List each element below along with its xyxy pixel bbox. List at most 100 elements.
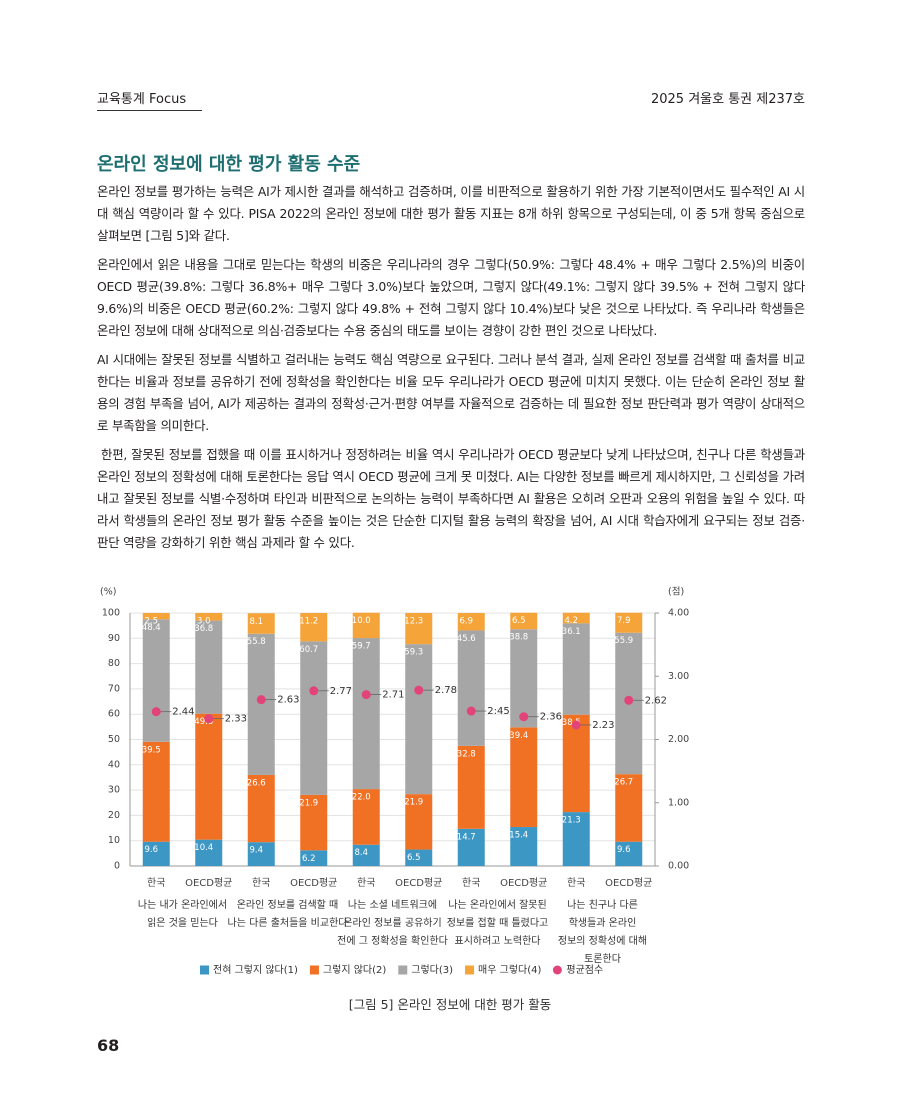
bar-segment bbox=[615, 612, 643, 633]
score-label: 2.77 bbox=[330, 686, 352, 697]
x-tick-label: 한국 bbox=[462, 877, 480, 889]
segment-label: 38.5 bbox=[562, 718, 581, 728]
chart: (%) (점) 0 10 20 30 40 50 60 70 80 90 100 0.00 1.00 2.00… bbox=[100, 586, 689, 977]
score-dot bbox=[466, 706, 476, 716]
segment-label: 6.5 bbox=[407, 853, 421, 863]
segment-label: 14.7 bbox=[457, 832, 476, 842]
segment-label: 15.4 bbox=[509, 831, 528, 841]
group-label: 온라인 정보를 검색할 때 bbox=[237, 899, 339, 911]
paragraph: 온라인 정보를 평가하는 능력은 AI가 제시한 결과를 해석하고 검증하며, … bbox=[97, 184, 805, 243]
paragraph: AI 시대에는 잘못된 정보를 식별하고 걸러내는 능력도 핵심 역량으로 요구… bbox=[97, 352, 805, 433]
legend-swatch bbox=[200, 965, 209, 975]
y-tick-label: 50 bbox=[108, 734, 120, 745]
segment-label: 21.9 bbox=[404, 798, 423, 808]
group-label: 온라인 정보를 공유하기 bbox=[343, 916, 441, 929]
segment-label: 8.1 bbox=[249, 617, 263, 627]
x-tick-label: OECD평균 bbox=[290, 877, 337, 889]
segment-label: 9.6 bbox=[617, 845, 631, 855]
segment-label: 48.4 bbox=[142, 623, 161, 633]
y-tick-label: 80 bbox=[108, 658, 120, 669]
score-label: 2.36 bbox=[540, 712, 562, 723]
segment-label: 39.4 bbox=[509, 731, 528, 741]
y2-tick-label: 0.00 bbox=[668, 861, 689, 872]
score-label: 2:45 bbox=[487, 706, 509, 717]
section-title: 온라인 정보에 대한 평가 활동 수준 bbox=[97, 154, 361, 175]
segment-label: 38.8 bbox=[509, 633, 528, 643]
y-tick-label: 20 bbox=[108, 810, 120, 821]
group-label: 나는 내가 온라인에서 bbox=[138, 899, 227, 911]
legend-label: 전혀 그렇지 않다(1) bbox=[213, 963, 298, 976]
y-tick-label: 0 bbox=[114, 861, 120, 872]
score-dot bbox=[571, 720, 581, 730]
bar-segment bbox=[352, 612, 380, 639]
bar-segment bbox=[562, 812, 590, 866]
bar-segment bbox=[195, 839, 223, 866]
legend-swatch bbox=[552, 965, 562, 975]
group-label: 전에 그 정확성을 확인한다 bbox=[337, 935, 448, 947]
y-tick-label: 30 bbox=[108, 785, 120, 796]
bar-segment bbox=[457, 613, 485, 631]
segment-label: 4.2 bbox=[564, 616, 578, 626]
legend-swatch bbox=[309, 965, 319, 975]
group-label: 표시하려고 노력한다 bbox=[455, 934, 541, 947]
group-label: 나는 온라인에서 잘못된 bbox=[448, 899, 546, 911]
bar-segment bbox=[247, 613, 275, 634]
score-label: 2.23 bbox=[592, 720, 614, 731]
bar-segment bbox=[247, 842, 275, 866]
x-tick-label: OECD평균 bbox=[500, 877, 547, 889]
group-label: 나는 다른 출처들을 비교한다 bbox=[228, 917, 348, 929]
legend-label: 그렇지 않다(2) bbox=[323, 963, 386, 976]
bar-segment bbox=[405, 644, 433, 795]
segment-label: 36.8 bbox=[194, 624, 213, 634]
x-tick-label: OECD평균 bbox=[185, 877, 232, 889]
y-tick-label: 90 bbox=[108, 633, 120, 644]
score-dot bbox=[361, 690, 371, 700]
segment-label: 7.9 bbox=[617, 616, 631, 626]
bar-segment bbox=[247, 633, 275, 775]
bar-segment bbox=[562, 612, 590, 624]
bar-segment bbox=[195, 713, 223, 840]
bar-segment bbox=[352, 789, 380, 845]
x-tick-label: OECD평균 bbox=[605, 877, 652, 889]
segment-label: 59.3 bbox=[404, 648, 423, 658]
segment-label: 11.2 bbox=[299, 617, 318, 627]
y-tick-label: 70 bbox=[108, 683, 120, 694]
bar-segment bbox=[142, 619, 170, 742]
bar-segment bbox=[247, 774, 275, 843]
segment-label: 8.4 bbox=[354, 848, 368, 858]
legend-swatch bbox=[398, 965, 408, 975]
y-tick-label: 10 bbox=[108, 835, 120, 846]
paragraph: 온라인에서 읽은 내용을 그대로 믿는다는 학생의 비중은 우리나라의 경우 그… bbox=[97, 257, 805, 338]
y-axis-label: (%) bbox=[100, 587, 116, 598]
y-tick-label: 100 bbox=[102, 608, 120, 619]
bar-segment bbox=[510, 727, 538, 828]
score-dot bbox=[151, 707, 161, 717]
x-tick-label: 한국 bbox=[252, 877, 270, 889]
bar-segment bbox=[300, 613, 328, 642]
bar-segment bbox=[352, 844, 380, 866]
segment-label: 55.8 bbox=[247, 637, 266, 647]
group-label: 나는 친구나 다른 bbox=[567, 899, 638, 911]
segment-label: 55.9 bbox=[614, 636, 633, 646]
group-label: 토론한다 bbox=[584, 953, 621, 965]
score-dot bbox=[414, 685, 424, 695]
score-label: 2.62 bbox=[645, 695, 667, 706]
segment-label: 60.7 bbox=[299, 645, 318, 655]
group-label: 정보의 정확성에 대해 bbox=[558, 934, 647, 947]
score-dot bbox=[256, 695, 266, 705]
x-tick-label: 한국 bbox=[567, 877, 585, 889]
segment-label: 36.1 bbox=[562, 627, 581, 637]
score-label: 2.63 bbox=[277, 695, 299, 706]
bar-segment bbox=[142, 741, 170, 842]
segment-label: 39.5 bbox=[142, 745, 161, 755]
bar-segment bbox=[352, 638, 380, 790]
segment-label: 10.4 bbox=[194, 843, 213, 853]
legend-label: 매우 그렇다(4) bbox=[478, 963, 541, 976]
x-tick-label: 한국 bbox=[357, 877, 375, 889]
figure-caption: [그림 5] 온라인 정보에 대한 평가 활동 bbox=[348, 997, 552, 1012]
score-dot bbox=[204, 714, 214, 724]
bar-segment bbox=[142, 841, 170, 866]
segment-label: 6.9 bbox=[459, 617, 473, 627]
legend-label: 그렇다(3) bbox=[411, 963, 453, 976]
bar-segment bbox=[195, 613, 223, 621]
